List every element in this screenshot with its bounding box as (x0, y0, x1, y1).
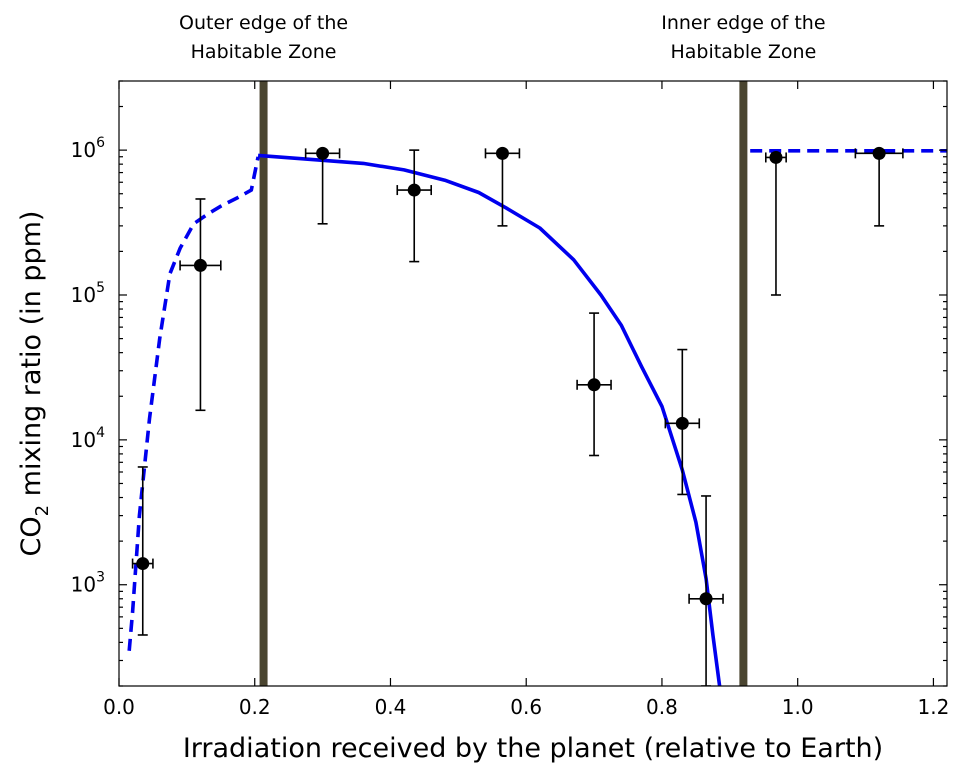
data-marker (407, 183, 421, 197)
model-curve-1 (257, 153, 722, 686)
data-points (131, 146, 904, 686)
data-point-2 (304, 146, 341, 225)
annotation-1-line-1: Habitable Zone (670, 41, 816, 63)
x-tick-label-1: 0.2 (239, 695, 271, 719)
data-marker (587, 378, 601, 392)
x-tick-label-3: 0.6 (510, 695, 542, 719)
x-tick-label-4: 0.8 (646, 695, 678, 719)
data-point-1 (179, 198, 222, 412)
data-point-7 (688, 495, 724, 686)
y-axis-label-rest: mixing ratio (in ppm) (16, 211, 47, 505)
y-axis-label-main: CO (16, 516, 47, 556)
data-point-6 (664, 348, 701, 496)
y-axis-label: CO2 mixing ratio (in ppm) (16, 211, 53, 557)
data-marker (699, 592, 713, 606)
y-tick-label-2: 105 (71, 280, 105, 307)
data-marker (872, 146, 886, 160)
y-tick-label-3: 106 (71, 135, 105, 162)
data-marker (136, 557, 150, 571)
y-axis-label-sub: 2 (32, 505, 53, 516)
model-curve-0 (127, 156, 260, 651)
plot-area (118, 80, 948, 687)
x-axis-label: Irradiation received by the planet (rela… (183, 733, 883, 764)
y-tick-label-0: 103 (71, 570, 105, 597)
data-marker (495, 146, 509, 160)
x-tick-label-2: 0.4 (375, 695, 407, 719)
habitable-zone-lines (259, 81, 748, 686)
data-point-3 (396, 149, 432, 263)
data-point-4 (484, 146, 521, 227)
annotation-1-line-0: Inner edge of the (661, 12, 825, 34)
data-marker (316, 146, 330, 160)
annotation-0-line-0: Outer edge of the (179, 12, 348, 34)
data-marker (769, 150, 783, 164)
plot-frame (118, 80, 948, 687)
x-tick-label-0: 0.0 (103, 695, 135, 719)
annotation-0-line-1: Habitable Zone (191, 41, 337, 63)
axis-ticks: 0.0 0.2 0.4 0.6 0.8 1.0 1.2 103 104 105 106 (71, 80, 950, 719)
data-point-0 (131, 466, 154, 636)
data-point-9 (854, 146, 904, 227)
data-marker (675, 416, 689, 430)
x-tick-label-5: 1.0 (782, 695, 814, 719)
x-tick-label-6: 1.2 (918, 695, 950, 719)
data-point-8 (764, 150, 787, 296)
annotations: Outer edge of the Habitable Zone Inner edg… (179, 12, 826, 63)
y-tick-label-1: 104 (71, 425, 105, 452)
data-marker (193, 258, 207, 272)
data-point-5 (576, 312, 612, 457)
model-curves (127, 149, 947, 686)
